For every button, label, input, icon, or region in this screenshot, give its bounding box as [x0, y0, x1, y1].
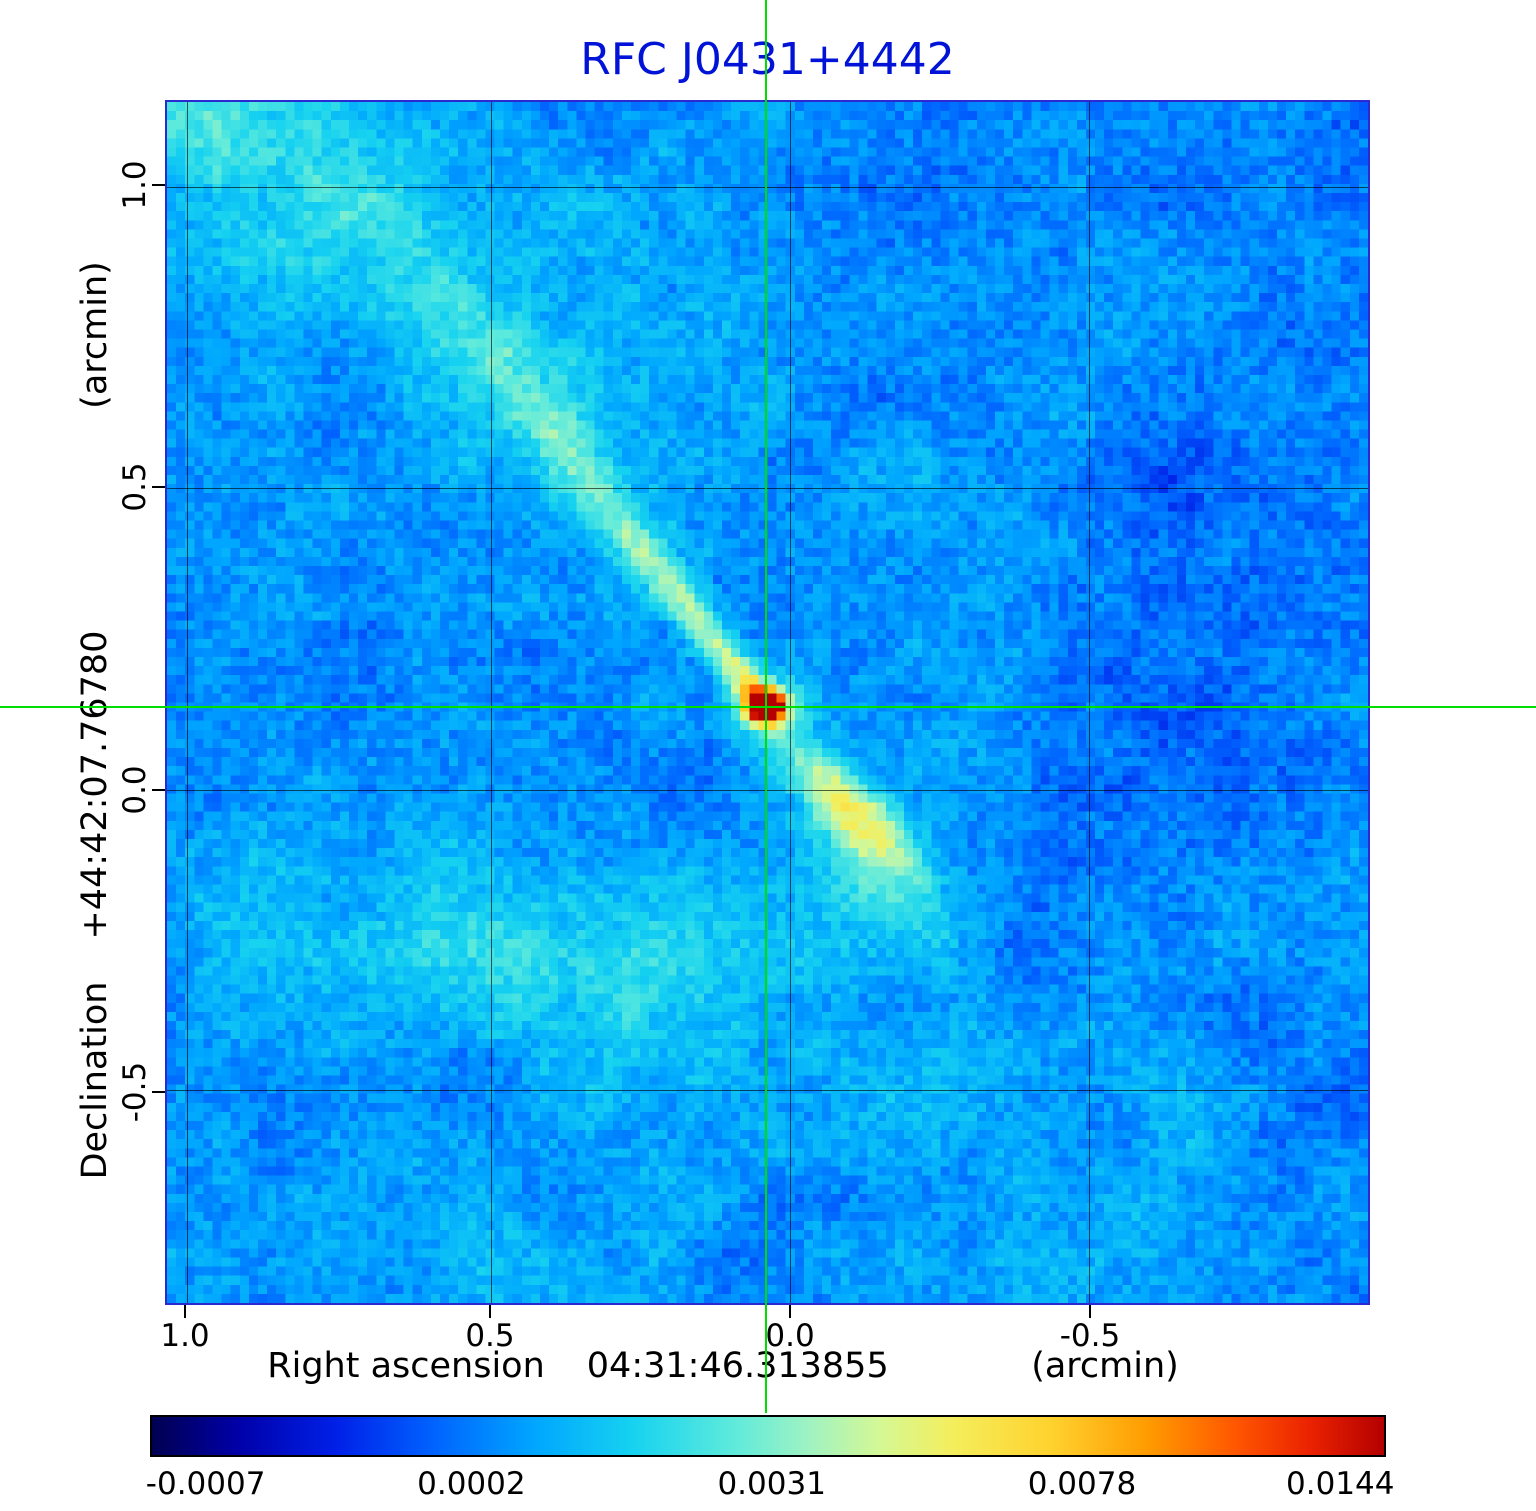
x-axis-tick-label: 0.5	[465, 1318, 515, 1354]
x-axis-tick	[184, 1305, 186, 1318]
crosshair-horizontal-line	[0, 705, 1536, 708]
y-axis-label: Declination +44:42:07.76780	[75, 631, 115, 1180]
grid-line-vertical	[1088, 102, 1090, 1303]
grid-line-vertical	[186, 102, 188, 1303]
x-axis-coordinate: 04:31:46.313855	[586, 1346, 889, 1386]
y-axis-name: Declination	[75, 981, 115, 1180]
colorbar-tick-label: 0.0002	[417, 1466, 526, 1502]
grid-line-vertical	[789, 102, 791, 1303]
x-axis-unit-label: (arcmin)	[1031, 1346, 1179, 1386]
y-axis-coordinate: +44:42:07.76780	[75, 630, 115, 940]
colorbar-tick-label: 0.0078	[1027, 1466, 1137, 1502]
grid-line-horizontal	[167, 790, 1368, 792]
y-axis-tick-label: 0.0	[117, 765, 153, 816]
y-axis-tick	[152, 789, 165, 792]
y-axis-tick	[152, 1090, 165, 1093]
y-axis-tick	[152, 183, 165, 186]
grid-line-vertical	[490, 102, 492, 1303]
sky-image-canvas	[167, 102, 1368, 1303]
y-axis-unit-label: (arcmin)	[75, 261, 115, 409]
grid-line-horizontal	[167, 186, 1368, 188]
x-axis-label: Right ascension 04:31:46.313855	[267, 1346, 888, 1386]
page-title: RFC J0431+4442	[580, 34, 955, 85]
x-axis-tick	[1088, 1305, 1091, 1318]
x-axis-tick	[488, 1305, 491, 1318]
x-axis-tick-label: 0.0	[765, 1318, 815, 1354]
x-axis-tick-label: 1.0	[160, 1318, 210, 1354]
grid-line-horizontal	[167, 487, 1368, 489]
x-axis-tick	[789, 1305, 792, 1318]
y-axis-tick-label: 0.5	[117, 462, 153, 512]
colorbar-tick-label: 0.0031	[717, 1466, 826, 1502]
y-axis-tick-label: -0.5	[117, 1061, 153, 1122]
colorbar	[150, 1415, 1386, 1457]
y-axis-tick	[152, 485, 165, 488]
sky-image-panel	[165, 100, 1370, 1305]
colorbar-tick-label: -0.0007	[145, 1466, 266, 1502]
colorbar-tick-label: 0.0144	[1286, 1466, 1395, 1502]
y-axis-tick-label: 1.0	[117, 160, 153, 210]
x-axis-name: Right ascension	[267, 1346, 545, 1386]
x-axis-tick-label: -0.5	[1059, 1318, 1121, 1354]
grid-line-horizontal	[167, 1090, 1368, 1092]
